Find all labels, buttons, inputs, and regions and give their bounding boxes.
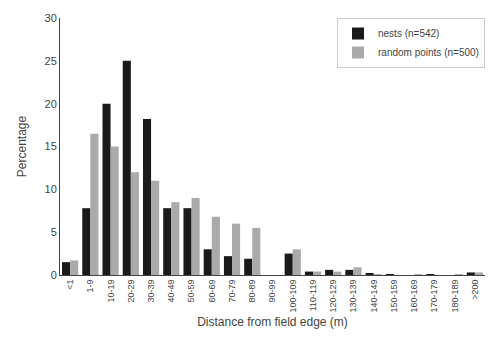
svg-text:160-169: 160-169: [409, 280, 419, 313]
svg-text:140-149: 140-149: [369, 280, 379, 313]
svg-text:110-119: 110-119: [308, 280, 318, 312]
svg-text:20-29: 20-29: [126, 280, 136, 303]
svg-text:60-69: 60-69: [207, 280, 217, 303]
svg-text:Percentage: Percentage: [15, 115, 29, 177]
svg-text:20: 20: [45, 98, 57, 110]
svg-text:70-79: 70-79: [227, 280, 237, 303]
svg-text:15: 15: [45, 140, 57, 152]
svg-text:50-59: 50-59: [186, 280, 196, 303]
svg-text:30: 30: [45, 12, 57, 24]
svg-text:150-159: 150-159: [389, 280, 399, 313]
svg-text:100-109: 100-109: [288, 280, 298, 313]
svg-text:1-9: 1-9: [85, 280, 95, 293]
svg-text:10: 10: [45, 183, 57, 195]
svg-text:Distance from field edge (m): Distance from field edge (m): [197, 315, 348, 329]
svg-text:130-139: 130-139: [348, 280, 358, 313]
svg-text:25: 25: [45, 55, 57, 67]
svg-text:>200: >200: [470, 280, 480, 300]
svg-text:120-129: 120-129: [328, 280, 338, 313]
svg-text:5: 5: [51, 226, 57, 238]
svg-text:40-49: 40-49: [166, 280, 176, 303]
svg-text:180-189: 180-189: [450, 280, 460, 313]
svg-text:<1: <1: [65, 280, 75, 290]
svg-text:90-99: 90-99: [267, 280, 277, 303]
svg-text:random points (n=500): random points (n=500): [378, 47, 479, 58]
svg-text:80-89: 80-89: [247, 280, 257, 303]
svg-text:10-19: 10-19: [106, 280, 116, 303]
svg-text:30-39: 30-39: [146, 280, 156, 303]
svg-text:0: 0: [51, 269, 57, 281]
svg-text:170-179: 170-179: [429, 280, 439, 313]
svg-text:nests (n=542): nests (n=542): [378, 28, 439, 39]
